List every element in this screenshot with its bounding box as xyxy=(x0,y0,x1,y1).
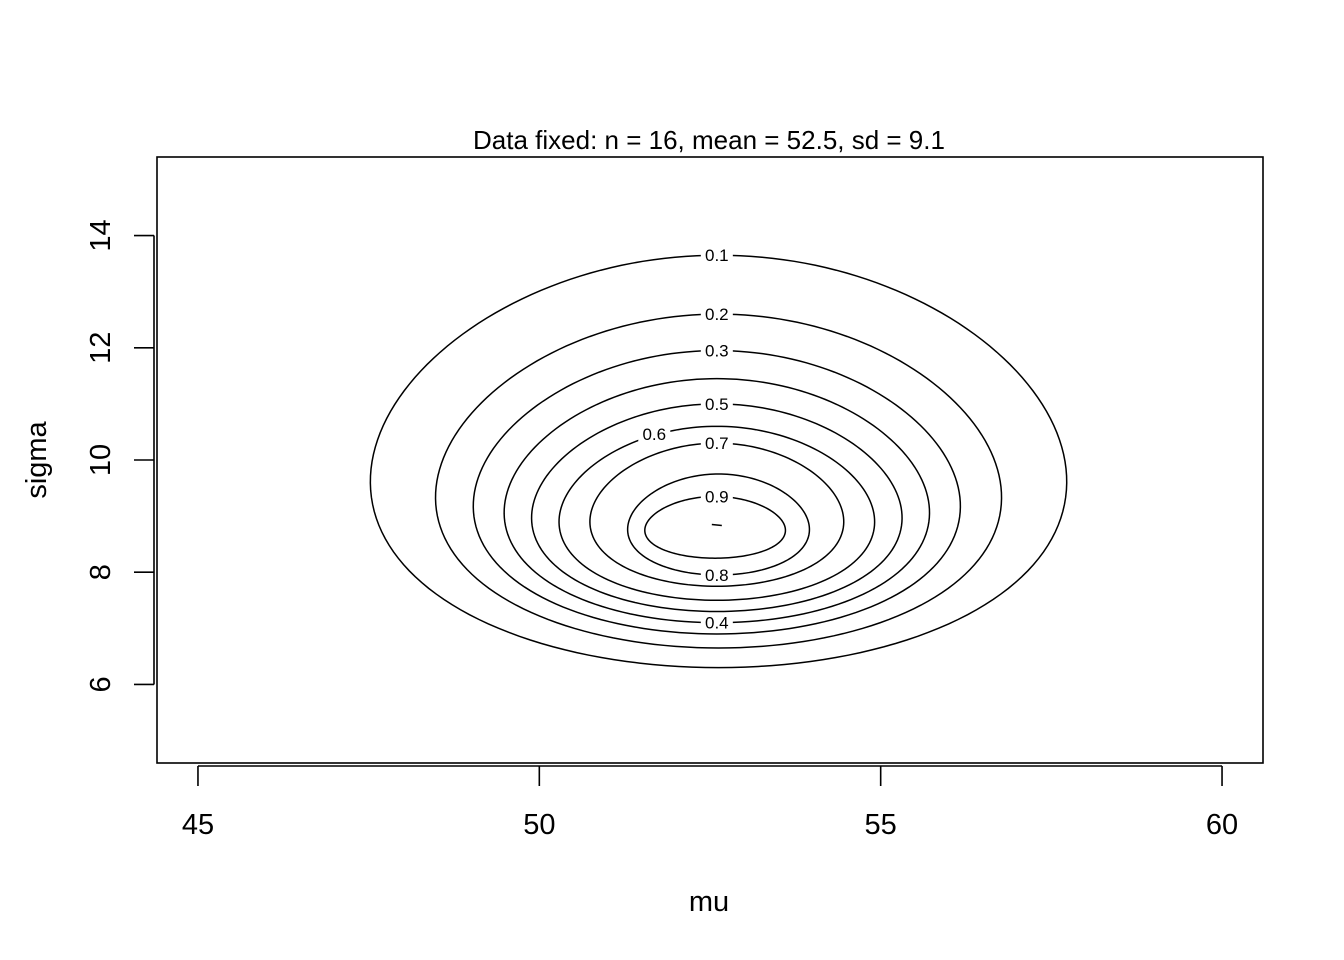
contour-label: 0.3 xyxy=(705,342,729,361)
contour-label-bg xyxy=(700,434,733,453)
contour-label: 0.8 xyxy=(705,566,729,585)
y-axis-title: sigma xyxy=(21,420,53,498)
y-tick-label: 10 xyxy=(85,444,117,476)
contour-line xyxy=(644,495,787,559)
contour-line xyxy=(589,442,845,588)
contour-label-bg xyxy=(700,305,733,324)
contour-label: 0.2 xyxy=(705,305,729,324)
contour-label-bg xyxy=(700,394,733,413)
y-tick-label: 8 xyxy=(85,564,117,580)
contour-label: 0.5 xyxy=(705,395,729,414)
y-tick-label: 14 xyxy=(85,219,117,251)
contour-label: 0.7 xyxy=(705,434,729,453)
chart-title: Data fixed: n = 16, mean = 52.5, sd = 9.… xyxy=(473,125,945,155)
contour-line xyxy=(503,377,931,624)
contour-line xyxy=(434,313,1003,649)
y-tick-label: 6 xyxy=(85,676,117,692)
peak-marker xyxy=(711,523,722,527)
x-tick-label: 55 xyxy=(865,809,897,841)
contour-label-bg xyxy=(700,613,733,632)
contour-label-bg xyxy=(700,487,733,506)
contour-label-bg xyxy=(638,425,671,444)
contour-label: 0.9 xyxy=(705,487,729,506)
contour-line xyxy=(472,349,962,635)
contour-label-bg xyxy=(700,341,733,360)
contour-label-bg xyxy=(700,246,733,265)
y-tick-label: 12 xyxy=(85,332,117,364)
contour-line xyxy=(558,425,876,602)
x-tick-label: 50 xyxy=(523,809,555,841)
x-tick-label: 45 xyxy=(182,809,214,841)
contour-line xyxy=(626,473,811,576)
contour-label: 0.4 xyxy=(705,614,729,633)
x-axis: 45 50 55 60 xyxy=(182,765,1238,841)
contour-line xyxy=(530,403,903,613)
x-axis-title: mu xyxy=(689,886,729,918)
y-axis: 6 8 10 12 14 xyxy=(85,219,155,693)
plot-frame xyxy=(156,156,1264,764)
contour-label: 0.6 xyxy=(642,425,666,444)
x-tick-label: 60 xyxy=(1206,809,1238,841)
contour-label: 0.1 xyxy=(705,246,729,265)
contour-lines: 0.1 0.2 0.3 0.4 0.5 0.6 0.7 0.8 0.9 xyxy=(369,246,1068,669)
contour-label-bg xyxy=(700,566,733,585)
contour-line xyxy=(369,254,1068,669)
